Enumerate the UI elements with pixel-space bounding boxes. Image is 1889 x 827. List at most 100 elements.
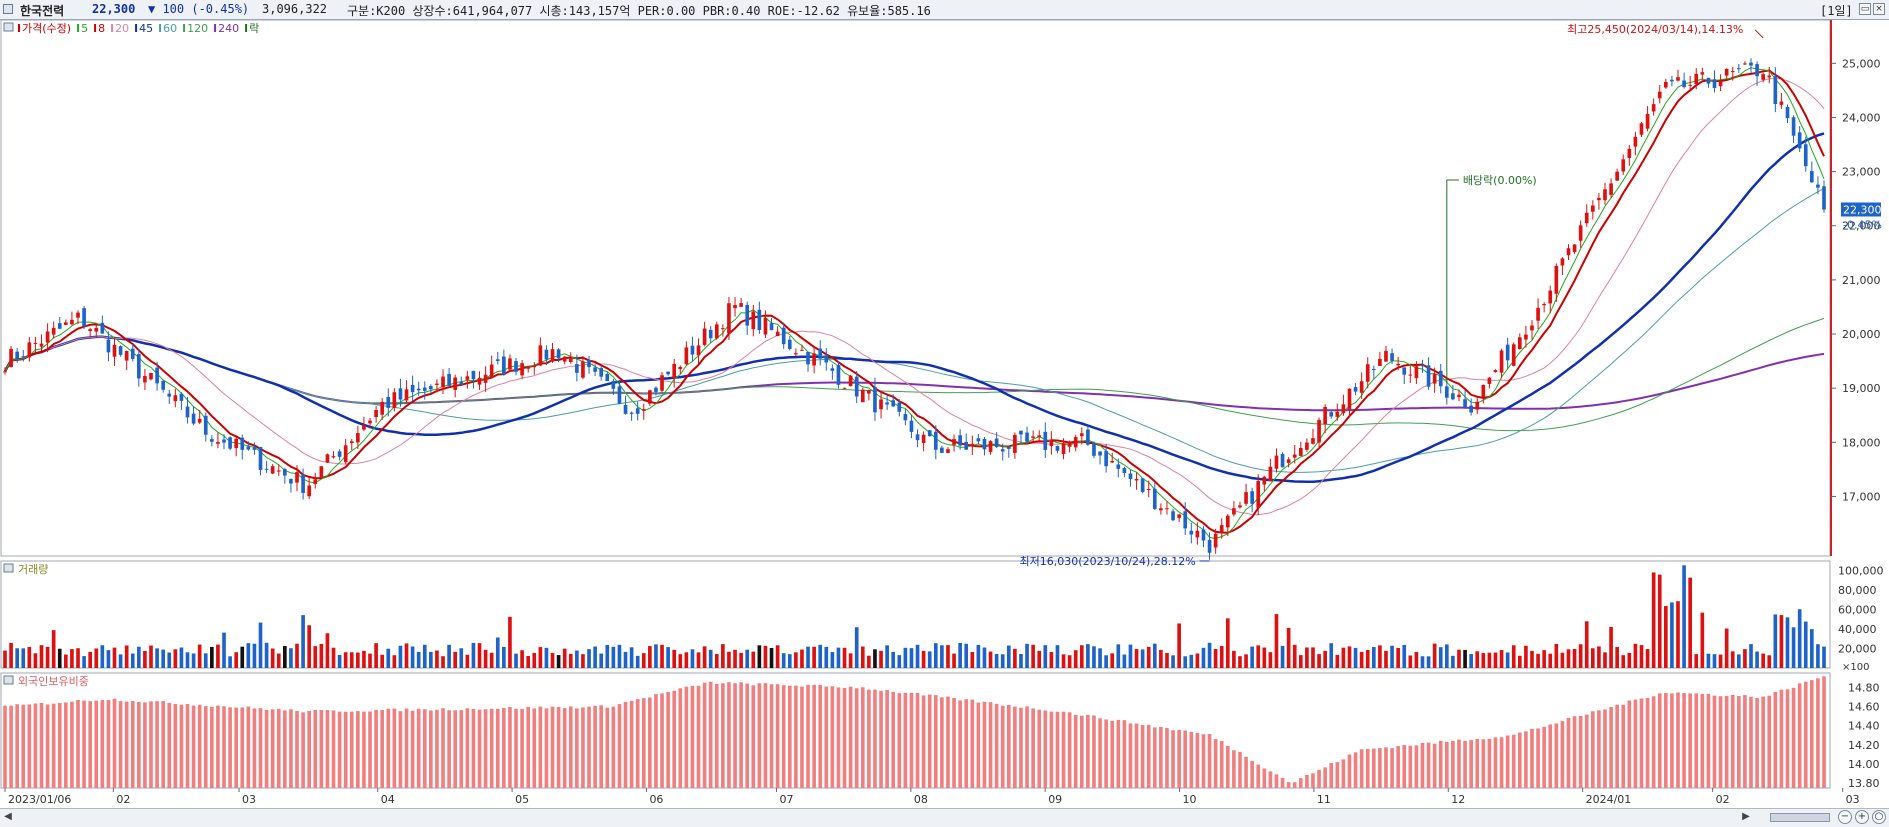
volume-bar <box>465 654 470 668</box>
foreign-ratio-bar <box>1128 723 1133 788</box>
candle-body <box>112 344 117 357</box>
candle-body <box>459 382 464 386</box>
candle-body <box>1378 358 1382 366</box>
foreign-ratio-bar <box>532 708 537 788</box>
legend-item-1: 5 <box>81 22 88 35</box>
candle-body <box>1718 81 1723 87</box>
candle-body <box>51 327 56 335</box>
foreign-ratio-bar <box>605 707 610 788</box>
price-tick-label: 18,000 <box>1842 436 1881 449</box>
foreign-ratio-bar <box>1426 742 1431 788</box>
volume-bar <box>1651 572 1656 668</box>
volume-bar <box>216 644 220 668</box>
volume-bar <box>1457 649 1461 668</box>
foreign-ratio-bar <box>1749 696 1753 788</box>
x-tick-label: 06 <box>649 793 663 806</box>
volume-bar <box>1688 577 1692 668</box>
volume-bar <box>1572 648 1577 668</box>
volume-bar <box>283 645 287 668</box>
candle-body <box>1773 76 1778 105</box>
candle-body <box>70 319 74 325</box>
foreign-ratio-bar <box>806 684 810 788</box>
scroll-right-icon[interactable]: ▶ <box>1742 811 1750 822</box>
volume-bar <box>940 645 944 668</box>
stock-chart[interactable]: 25,000 24,000 23,000 22,000 21,000 20,000 19,0… <box>0 20 1889 808</box>
candle-body <box>1189 530 1194 535</box>
volume-bar <box>1420 656 1425 668</box>
foreign-ratio-bar <box>197 704 202 788</box>
scrollbar[interactable]: ◀ ▶ − + ○ <box>0 808 1889 827</box>
volume-bar <box>1262 647 1267 668</box>
candle-body <box>1305 442 1309 450</box>
foreign-ratio-bar <box>246 706 251 788</box>
volume-bar <box>806 646 810 668</box>
volume-bar <box>1803 621 1808 668</box>
candle-body <box>422 387 427 391</box>
x-tick-label: 08 <box>914 793 928 806</box>
foreign-ratio-bar <box>1597 710 1601 788</box>
ma-45-line <box>3 132 1825 484</box>
volume-bar <box>1706 653 1711 668</box>
candle-body <box>27 342 32 358</box>
minimize-button[interactable]: ▭ <box>1859 3 1871 15</box>
candle-body <box>1049 440 1054 447</box>
volume-bar <box>1469 654 1473 668</box>
foreign-ratio-bar <box>1724 695 1729 788</box>
candle-body <box>349 441 354 444</box>
volume-bar <box>1250 646 1254 668</box>
volume-bar <box>1225 618 1230 668</box>
candle-body <box>1651 104 1656 112</box>
menu-icon[interactable] <box>3 4 13 14</box>
volume-bar <box>21 648 26 668</box>
period-indicator[interactable]: [1일] <box>1820 4 1853 18</box>
foreign-ratio-bar <box>70 701 74 788</box>
candle-body <box>1548 290 1553 304</box>
scroll-left-icon[interactable]: ◀ <box>4 811 12 822</box>
volume-bar <box>897 655 902 668</box>
foreign-ratio-bar <box>1609 707 1613 788</box>
foreign-ratio-bar <box>1408 745 1413 788</box>
volume-bar <box>1104 655 1108 668</box>
candle-body <box>495 359 500 361</box>
foreign-ratio-bar <box>45 704 50 788</box>
foreign-ratio-bar <box>1067 712 1072 788</box>
candle-body <box>258 447 263 470</box>
volume-bar <box>57 648 62 668</box>
volume-bar <box>873 649 877 668</box>
candle-body <box>1055 445 1060 451</box>
volume-bar <box>240 646 245 668</box>
volume-tick-label: 20,000 <box>1838 643 1877 656</box>
foreign-ratio-bar <box>982 701 987 788</box>
candle-body <box>441 376 445 388</box>
stock-volume: 3,096,322 <box>262 2 328 16</box>
volume-bar <box>1238 656 1242 668</box>
volume-bar <box>1201 647 1206 668</box>
candle-body <box>1743 63 1747 65</box>
close-button[interactable]: × <box>1873 3 1885 15</box>
x-tick-label: 03 <box>1846 793 1860 806</box>
zoom-reset-icon[interactable]: ○ <box>1872 810 1886 824</box>
zoom-out-icon[interactable]: − <box>1838 810 1852 824</box>
zoom-in-icon[interactable]: + <box>1855 810 1869 824</box>
foreign-ratio-bar <box>854 688 859 788</box>
candle-body <box>1359 381 1364 393</box>
volume-bar <box>593 646 597 668</box>
candle-body <box>33 342 38 344</box>
volume-bar <box>1073 650 1078 668</box>
volume-bar <box>1737 654 1741 668</box>
foreign-ratio-bar <box>1444 741 1449 788</box>
candle-body <box>1408 374 1413 376</box>
foreign-ratio-bar <box>1353 752 1358 788</box>
scroll-thumb[interactable] <box>1770 813 1830 822</box>
candle-body <box>222 439 226 443</box>
foreign-ratio-bar <box>124 701 129 788</box>
foreign-ratio-bar <box>581 707 585 788</box>
foreign-ratio-bar <box>76 699 80 788</box>
candle-body <box>173 395 178 402</box>
candle-body <box>1061 443 1066 455</box>
volume-bar <box>1499 650 1504 668</box>
foreign-ratio-bar <box>179 704 184 788</box>
candle-body <box>1073 437 1078 448</box>
volume-bar <box>15 648 19 668</box>
volume-bar <box>1438 647 1443 668</box>
